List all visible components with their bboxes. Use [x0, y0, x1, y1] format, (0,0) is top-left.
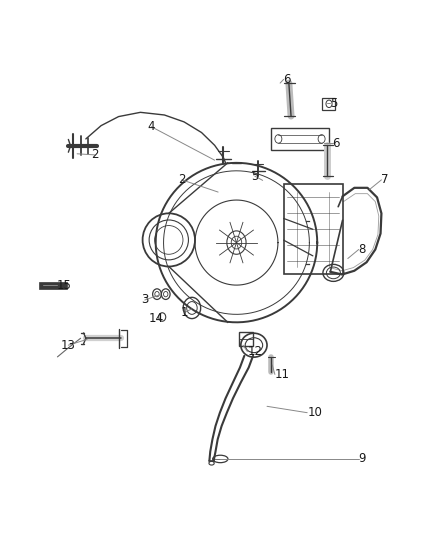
- Text: 2: 2: [91, 148, 98, 161]
- Text: 1: 1: [180, 306, 188, 319]
- Text: 5: 5: [330, 97, 338, 110]
- Bar: [239, 332, 253, 346]
- Text: 9: 9: [359, 453, 366, 465]
- Text: 4: 4: [148, 120, 155, 133]
- Text: 10: 10: [307, 406, 322, 419]
- Text: 3: 3: [141, 294, 148, 306]
- Text: 13: 13: [61, 338, 76, 352]
- Text: 5: 5: [251, 169, 258, 183]
- Text: 11: 11: [275, 368, 290, 381]
- Bar: [271, 128, 329, 150]
- Text: 14: 14: [148, 312, 163, 325]
- Text: 15: 15: [57, 279, 71, 292]
- Text: 2: 2: [178, 173, 186, 187]
- Bar: [39, 282, 67, 289]
- Text: 8: 8: [359, 243, 366, 256]
- Bar: [284, 184, 343, 274]
- Bar: [322, 98, 335, 110]
- Text: 6: 6: [332, 136, 340, 150]
- Text: 6: 6: [284, 73, 291, 86]
- Text: 12: 12: [247, 345, 262, 358]
- Text: 7: 7: [381, 173, 389, 187]
